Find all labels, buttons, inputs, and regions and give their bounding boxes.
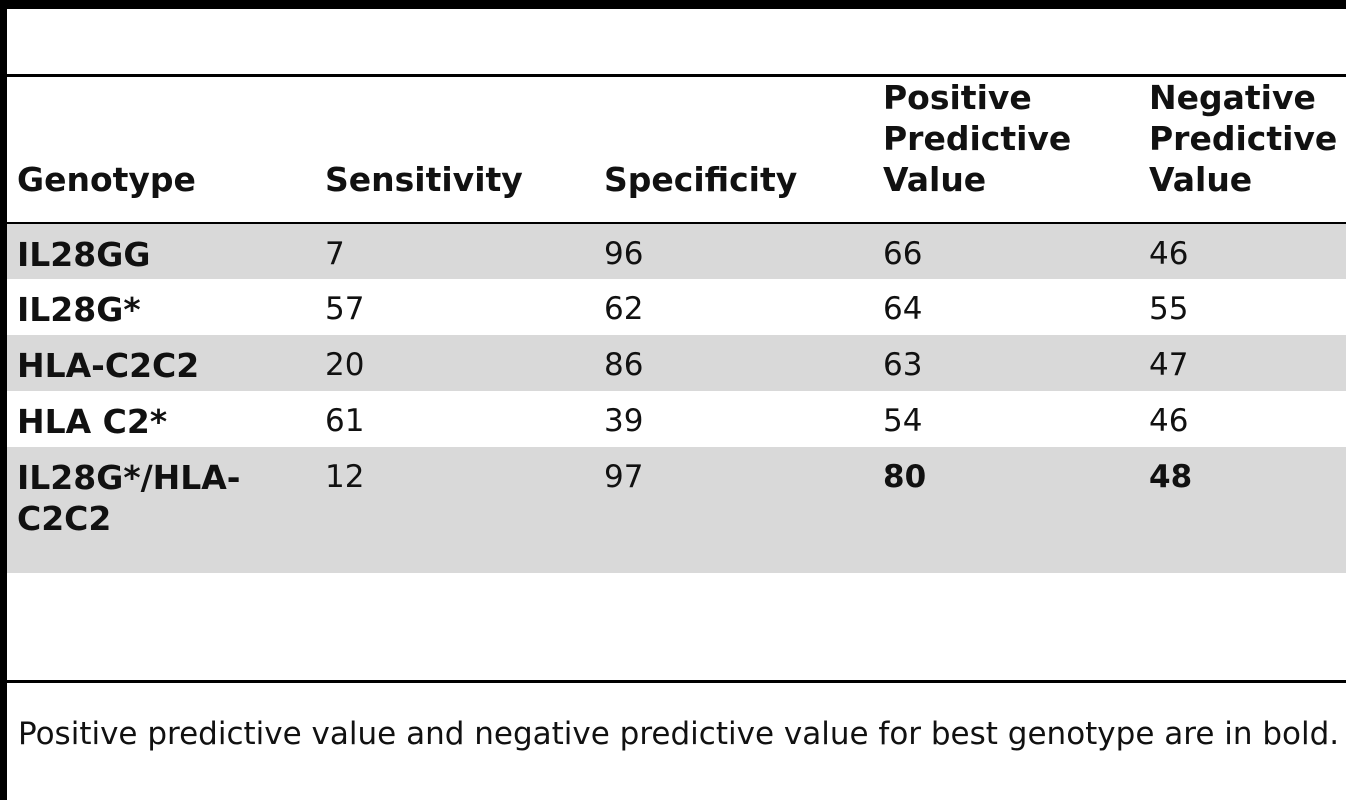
table-bottom-rule [7, 680, 1346, 683]
header-positive-predictive-value: Positive Predictive Value [873, 77, 1139, 224]
sensitivity-cell: 61 [325, 403, 365, 439]
npv-cell: 47 [1139, 335, 1346, 391]
genotype-predictive-table: Genotype Sensitivity Specificity Positiv… [7, 77, 1346, 573]
table-row: IL28GG 7 96 66 46 [7, 223, 1346, 279]
top-border-rule [0, 0, 1346, 9]
header-row: Genotype Sensitivity Specificity Positiv… [7, 77, 1346, 224]
genotype-cell: IL28G* [17, 290, 141, 329]
genotype-cell: HLA C2* [17, 402, 168, 441]
specificity-cell: 96 [594, 223, 873, 279]
sensitivity-cell: 20 [315, 335, 594, 391]
ppv-cell: 64 [883, 291, 923, 327]
specificity-cell: 62 [604, 291, 644, 327]
sensitivity-cell: 12 [315, 447, 594, 573]
sensitivity-cell: 7 [315, 223, 594, 279]
header-negative-predictive-value: Negative Predictive Value [1139, 77, 1346, 224]
ppv-cell: 66 [873, 223, 1139, 279]
specificity-cell: 97 [594, 447, 873, 573]
header-genotype: Genotype [7, 77, 315, 224]
specificity-cell: 86 [594, 335, 873, 391]
table-row: IL28G* 57 62 64 55 [7, 279, 1346, 335]
ppv-cell: 63 [873, 335, 1139, 391]
left-border-rule [0, 0, 7, 800]
npv-cell-best: 48 [1139, 447, 1346, 573]
npv-cell: 46 [1149, 403, 1189, 439]
header-sensitivity: Sensitivity [315, 77, 594, 224]
table-row: HLA C2* 61 39 54 46 [7, 391, 1346, 447]
header-specificity: Specificity [594, 77, 873, 224]
sensitivity-cell: 57 [325, 291, 365, 327]
genotype-cell: IL28GG [7, 223, 315, 279]
table-row: IL28G*/HLA-C2C2 12 97 80 48 [7, 447, 1346, 573]
ppv-cell: 54 [883, 403, 923, 439]
header-top-rule [7, 74, 1346, 77]
ppv-cell-best: 80 [873, 447, 1139, 573]
npv-cell: 46 [1139, 223, 1346, 279]
table-footnote: Positive predictive value and negative p… [18, 716, 1340, 752]
specificity-cell: 39 [604, 403, 644, 439]
genotype-cell: HLA-C2C2 [7, 335, 315, 391]
table-row: HLA-C2C2 20 86 63 47 [7, 335, 1346, 391]
npv-cell: 55 [1149, 291, 1189, 327]
genotype-cell: IL28G*/HLA-C2C2 [7, 447, 315, 573]
